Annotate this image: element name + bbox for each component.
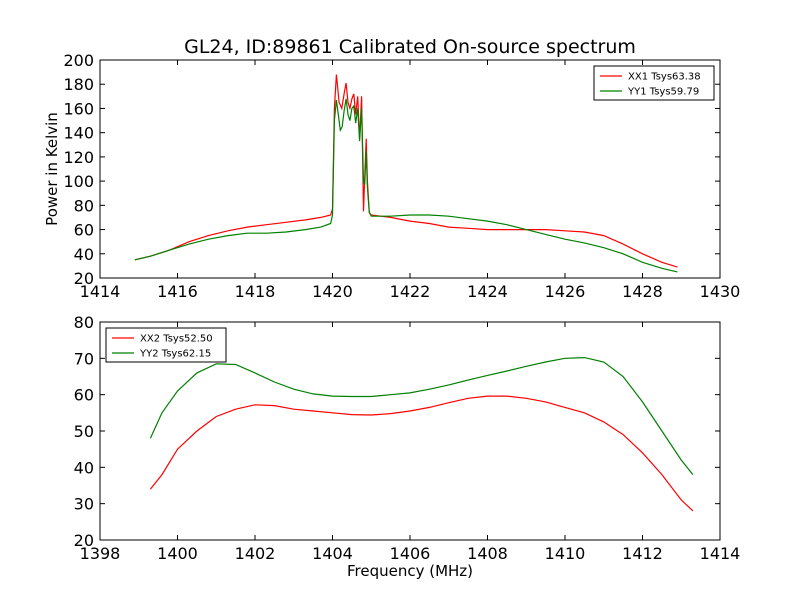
y-tick-label: 140 — [63, 124, 94, 143]
x-tick-label: 1404 — [312, 544, 353, 563]
y-tick-label: 80 — [74, 196, 94, 215]
y-tick-label: 20 — [74, 269, 94, 288]
x-tick-label: 1416 — [157, 282, 198, 301]
y-tick-label: 160 — [63, 99, 94, 118]
legend-label: YY2 Tsys62.15 — [139, 349, 211, 360]
series-line-yy2 — [149, 356, 694, 475]
legend-box — [593, 65, 715, 101]
x-tick-label: 1412 — [622, 544, 663, 563]
x-tick-label: 1430 — [700, 282, 741, 301]
legend: XX1 Tsys63.38 YY1 Tsys59.79 — [593, 65, 715, 101]
x-tick-label: 1414 — [700, 544, 741, 563]
legend-label: XX1 Tsys63.38 — [628, 72, 701, 83]
y-tick-label: 60 — [74, 386, 94, 405]
y-tick-label: 30 — [74, 495, 94, 514]
x-tick-label: 1406 — [390, 544, 431, 563]
x-tick-label: 1426 — [545, 282, 586, 301]
y-tick-label: 120 — [63, 148, 94, 167]
y-tick-label: 40 — [74, 245, 94, 264]
top-panel: 1414 1416 1418 1420 1422 1424 1426 1428 1430 20 40… — [43, 51, 740, 301]
x-axis-label: Frequency (MHz) — [347, 562, 473, 580]
y-tick-label: 60 — [74, 221, 94, 240]
y-tick-label: 70 — [74, 349, 94, 368]
legend-label: YY1 Tsys59.79 — [627, 87, 699, 98]
x-tick-label: 1398 — [80, 544, 121, 563]
legend-label: XX2 Tsys52.50 — [140, 334, 213, 345]
x-tick-label: 1420 — [312, 282, 353, 301]
x-tick-label: 1408 — [467, 544, 508, 563]
y-tick-label: 180 — [63, 75, 94, 94]
x-tick-label: 1410 — [545, 544, 586, 563]
y-tick-label: 50 — [74, 422, 94, 441]
x-tick-label: 1424 — [467, 282, 508, 301]
x-tick-label: 1418 — [235, 282, 276, 301]
y-tick-label: 20 — [74, 531, 94, 550]
bottom-panel: 1398 1400 1402 1404 1406 1408 1410 1412 1414 20 30… — [74, 313, 741, 563]
x-tick-label: 1400 — [157, 544, 198, 563]
series-line-xx2 — [149, 395, 694, 512]
x-tick-label: 1402 — [235, 544, 276, 563]
y-tick-label: 80 — [74, 313, 94, 332]
legend: XX2 Tsys52.50 YY2 Tsys62.15 — [105, 327, 227, 363]
y-tick-label: 100 — [63, 172, 94, 191]
chart-title: GL24, ID:89861 Calibrated On-source spec… — [184, 36, 636, 58]
y-tick-label: 200 — [63, 51, 94, 70]
x-tick-label: 1422 — [390, 282, 431, 301]
legend-box — [105, 327, 227, 363]
x-tick-label: 1414 — [80, 282, 121, 301]
x-tick-label: 1428 — [622, 282, 663, 301]
y-tick-label: 40 — [74, 458, 94, 477]
y-axis-label: Power in Kelvin — [43, 112, 61, 226]
series-line-yy1 — [134, 98, 678, 273]
